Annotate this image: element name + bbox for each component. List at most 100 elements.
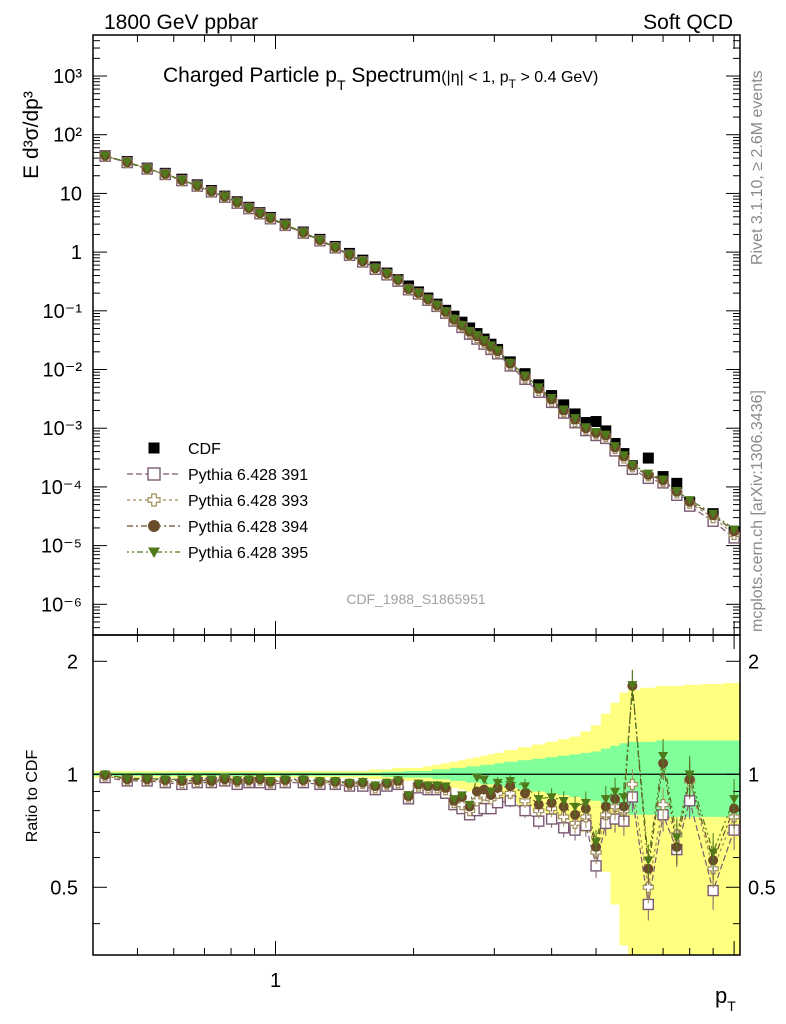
ratio-frame (92, 634, 741, 956)
pythia-point (591, 428, 602, 437)
ratio-point (533, 795, 544, 804)
pythia-point (610, 442, 621, 451)
mcplots-label: mcplots.cern.ch [arXiv:1306.3436] (749, 390, 766, 632)
pythia-point (729, 525, 740, 535)
pythia-point (393, 275, 404, 285)
ratio-point (558, 797, 569, 806)
ratio-point (393, 776, 404, 786)
ratio-point (627, 681, 638, 690)
ratio-point (403, 791, 414, 801)
ratio-point (471, 795, 483, 807)
ratio-point (684, 770, 695, 780)
ratio-point (243, 775, 254, 785)
pythia-point (122, 158, 133, 168)
ratio-y-axis-label: Ratio to CDF (24, 750, 41, 843)
legend-label: Pythia 6.428 395 (188, 545, 308, 562)
pythia-point (546, 394, 557, 403)
pythia-point (440, 307, 451, 317)
x-tick-label: 1 (270, 970, 281, 992)
ratio-point (642, 881, 654, 893)
pythia-point (381, 269, 392, 279)
pythia-point (254, 209, 265, 218)
pythia-point (280, 220, 291, 230)
ratio-y-tick-label: 1 (67, 764, 78, 786)
pythia-point (520, 371, 531, 381)
legend-marker (148, 547, 160, 558)
cdf-point (642, 452, 654, 464)
legend-marker-cdf (148, 442, 160, 454)
pythia-point (485, 341, 496, 351)
pythia-point (558, 405, 569, 415)
pythia-point (671, 487, 682, 496)
analysis-id: CDF_1988_S1865951 (346, 591, 486, 607)
y-tick-label: 10⁻⁵ (41, 536, 82, 558)
header-right: Soft QCD (643, 11, 733, 34)
ratio-point (314, 777, 325, 786)
legend-label: Pythia 6.428 391 (188, 467, 308, 484)
ratio-point (206, 775, 217, 785)
ratio-point (729, 795, 740, 804)
ratio-point (432, 781, 443, 791)
pythia-point (298, 228, 309, 238)
uncertainty-band-yellow (93, 683, 740, 955)
pythia-point (314, 236, 325, 245)
ratio-point (456, 791, 467, 801)
ratio-point (122, 774, 133, 784)
ratio-bands (93, 683, 740, 955)
ratio-point (219, 773, 230, 783)
header-left: 1800 GeV ppbar (104, 11, 258, 34)
ratio-marks (99, 669, 740, 921)
pythia-point (344, 250, 355, 260)
pythia-point (658, 475, 669, 485)
ratio-point (413, 779, 424, 789)
pythia-point (684, 496, 695, 505)
ratio-point (708, 848, 719, 858)
title-cut: (|η| < 1, p (441, 69, 509, 86)
cdf-point (558, 399, 570, 411)
ratio-y-tick-label-right: 1 (748, 764, 759, 786)
legend: CDF Pythia 6.428 391 Pythia 6.428 393 Pythi… (127, 441, 308, 562)
ratio-point (570, 802, 581, 812)
ratio-point (504, 787, 516, 799)
pythia-point (456, 320, 467, 330)
legend-label: Pythia 6.428 393 (188, 493, 308, 510)
chart-title: Charged Particle pT Spectrum(|η| < 1, pT… (163, 64, 598, 93)
ratio-point (600, 795, 611, 804)
ratio-point (176, 775, 187, 785)
ratio-point (485, 787, 496, 797)
upper-marks (99, 150, 740, 544)
ratio-point (591, 838, 602, 848)
legend-label: CDF (188, 441, 221, 458)
pythia-point (448, 315, 459, 324)
pythia-point (600, 430, 611, 440)
pythia-point (627, 460, 638, 470)
pythia-point (370, 264, 381, 273)
title-cut-sub: T (509, 77, 517, 91)
pythia-point (413, 289, 424, 298)
ratio-point (618, 793, 629, 802)
ratio-point (100, 770, 111, 780)
legend-marker (148, 520, 160, 532)
ratio-y-tick-label-right: 0.5 (748, 877, 776, 899)
pythia-point (176, 176, 187, 185)
pythia-point (580, 423, 591, 432)
ratio-point (671, 833, 682, 843)
title-sub: T (337, 77, 346, 93)
pythia-point (243, 204, 254, 213)
uncertainty-band-green (93, 740, 740, 817)
ratio-point (520, 782, 531, 792)
title-cut-end: > 0.4 GeV) (516, 69, 598, 86)
y-tick-label: 10⁻⁶ (41, 594, 82, 616)
ratio-point (580, 798, 591, 808)
ratio-point (280, 775, 291, 785)
ratio-point (558, 811, 570, 823)
pythia-point (479, 336, 490, 345)
rivet-label: Rivet 3.1.10, ≥ 2.6M events (749, 70, 766, 265)
ratio-point (422, 781, 433, 791)
cdf-point (671, 477, 683, 489)
pythia-point (265, 214, 276, 223)
ratio-point (142, 774, 153, 784)
ratio-y-tick-label: 0.5 (50, 877, 78, 899)
y-tick-label: 10⁻³ (43, 418, 83, 440)
ratio-point (519, 795, 531, 807)
